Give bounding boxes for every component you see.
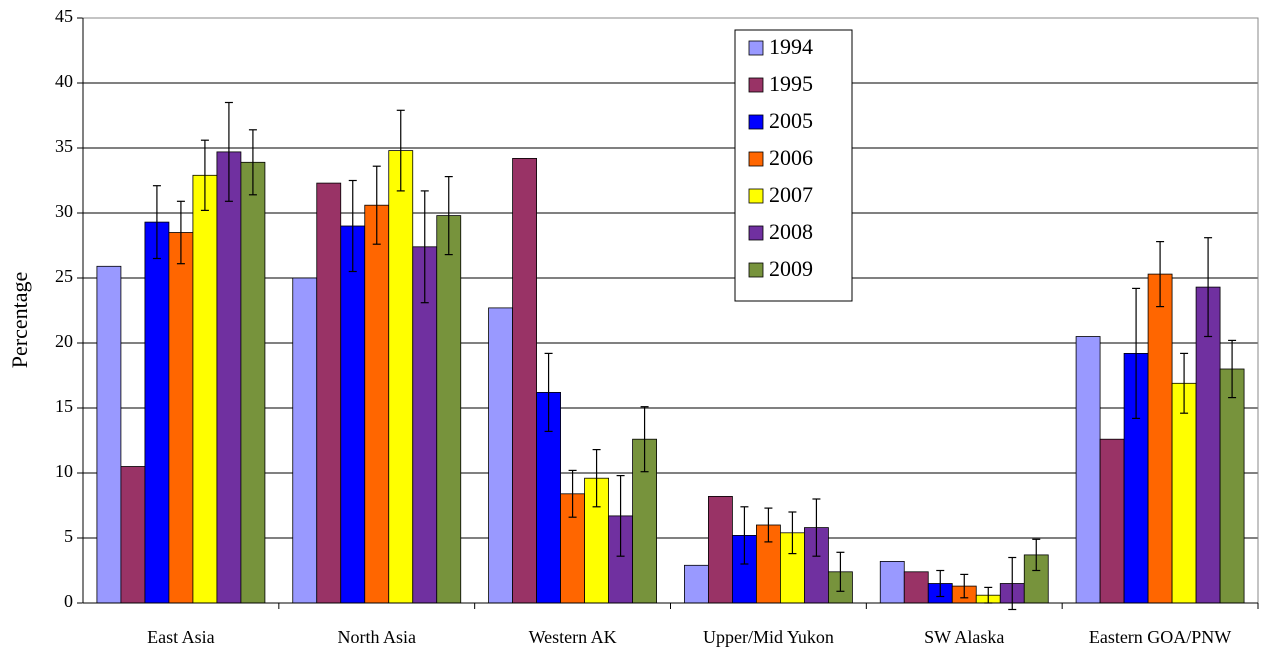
bar — [120, 466, 146, 604]
bar — [708, 495, 733, 604]
error-bar — [444, 176, 453, 256]
bar — [240, 161, 266, 604]
bar — [292, 277, 318, 604]
error-bar — [224, 101, 233, 202]
error-bar — [616, 475, 625, 557]
bar — [1099, 438, 1125, 604]
error-bar — [592, 449, 601, 508]
bar — [96, 265, 122, 604]
bar — [1171, 382, 1197, 604]
bar — [388, 150, 414, 604]
error-bar — [1228, 339, 1237, 399]
legend-swatch — [748, 40, 764, 56]
bar — [684, 564, 709, 604]
error-bar — [640, 406, 649, 473]
error-bar — [200, 139, 209, 211]
error-bar — [348, 179, 357, 273]
y-tick-label: 20 — [55, 331, 73, 351]
bar — [436, 215, 462, 604]
error-bar — [1032, 538, 1041, 572]
bar — [216, 151, 242, 604]
bar — [488, 307, 513, 604]
bar — [1075, 336, 1101, 604]
bar — [316, 182, 342, 604]
error-bar — [812, 498, 821, 557]
bar — [1195, 286, 1221, 604]
bar — [192, 174, 218, 604]
bar — [340, 225, 366, 604]
error-bar — [152, 185, 161, 260]
legend-label: 2005 — [769, 108, 813, 133]
error-bar — [836, 551, 845, 592]
x-tick-label: Upper/Mid Yukon — [703, 627, 834, 647]
bar — [168, 232, 194, 604]
error-bar — [420, 190, 429, 304]
y-tick-label: 0 — [64, 591, 73, 611]
legend-label: 1995 — [769, 71, 813, 96]
bar — [1147, 273, 1173, 604]
y-tick-label: 10 — [55, 461, 73, 481]
error-bar — [960, 573, 969, 599]
bar — [903, 571, 929, 604]
bar — [512, 157, 537, 604]
y-tick-label: 35 — [55, 136, 73, 156]
error-bar — [936, 569, 945, 598]
x-tick-label: Eastern GOA/PNW — [1089, 627, 1231, 647]
x-tick-label: Western AK — [529, 627, 617, 647]
y-axis-label: Percentage — [7, 272, 32, 369]
x-tick-label: SW Alaska — [924, 627, 1004, 647]
error-bar — [1204, 237, 1213, 338]
error-bar — [396, 109, 405, 192]
legend-swatch — [748, 225, 764, 241]
legend-label: 2006 — [769, 145, 813, 170]
y-tick-label: 45 — [55, 6, 73, 26]
legend-swatch — [748, 151, 764, 167]
x-tick-label: North Asia — [338, 627, 417, 647]
error-bar — [568, 469, 577, 518]
y-tick-label: 15 — [55, 396, 73, 416]
y-tick-label: 40 — [55, 71, 73, 91]
error-bar — [372, 165, 381, 245]
legend-swatch — [748, 262, 764, 278]
error-bar — [740, 506, 749, 565]
error-bar — [248, 129, 257, 196]
legend-swatch — [748, 188, 764, 204]
error-bar — [1180, 352, 1189, 414]
bar — [1219, 368, 1245, 604]
error-bar — [764, 507, 773, 543]
error-bar — [544, 352, 553, 432]
error-bar — [1132, 287, 1141, 419]
error-bar — [1008, 556, 1017, 611]
y-tick-label: 5 — [64, 526, 73, 546]
legend-label: 2009 — [769, 256, 813, 281]
x-tick-label: East Asia — [147, 627, 215, 647]
error-bar — [1156, 241, 1165, 308]
error-bar — [788, 511, 797, 555]
legend-label: 2008 — [769, 219, 813, 244]
y-tick-label: 25 — [55, 266, 73, 286]
legend-label: 2007 — [769, 182, 813, 207]
bar — [879, 561, 905, 604]
y-tick-label: 30 — [55, 201, 73, 221]
bar — [144, 221, 170, 604]
bar — [364, 204, 390, 604]
legend-label: 1994 — [769, 34, 813, 59]
error-bar — [176, 200, 185, 265]
legend-swatch — [748, 114, 764, 130]
legend-swatch — [748, 77, 764, 93]
